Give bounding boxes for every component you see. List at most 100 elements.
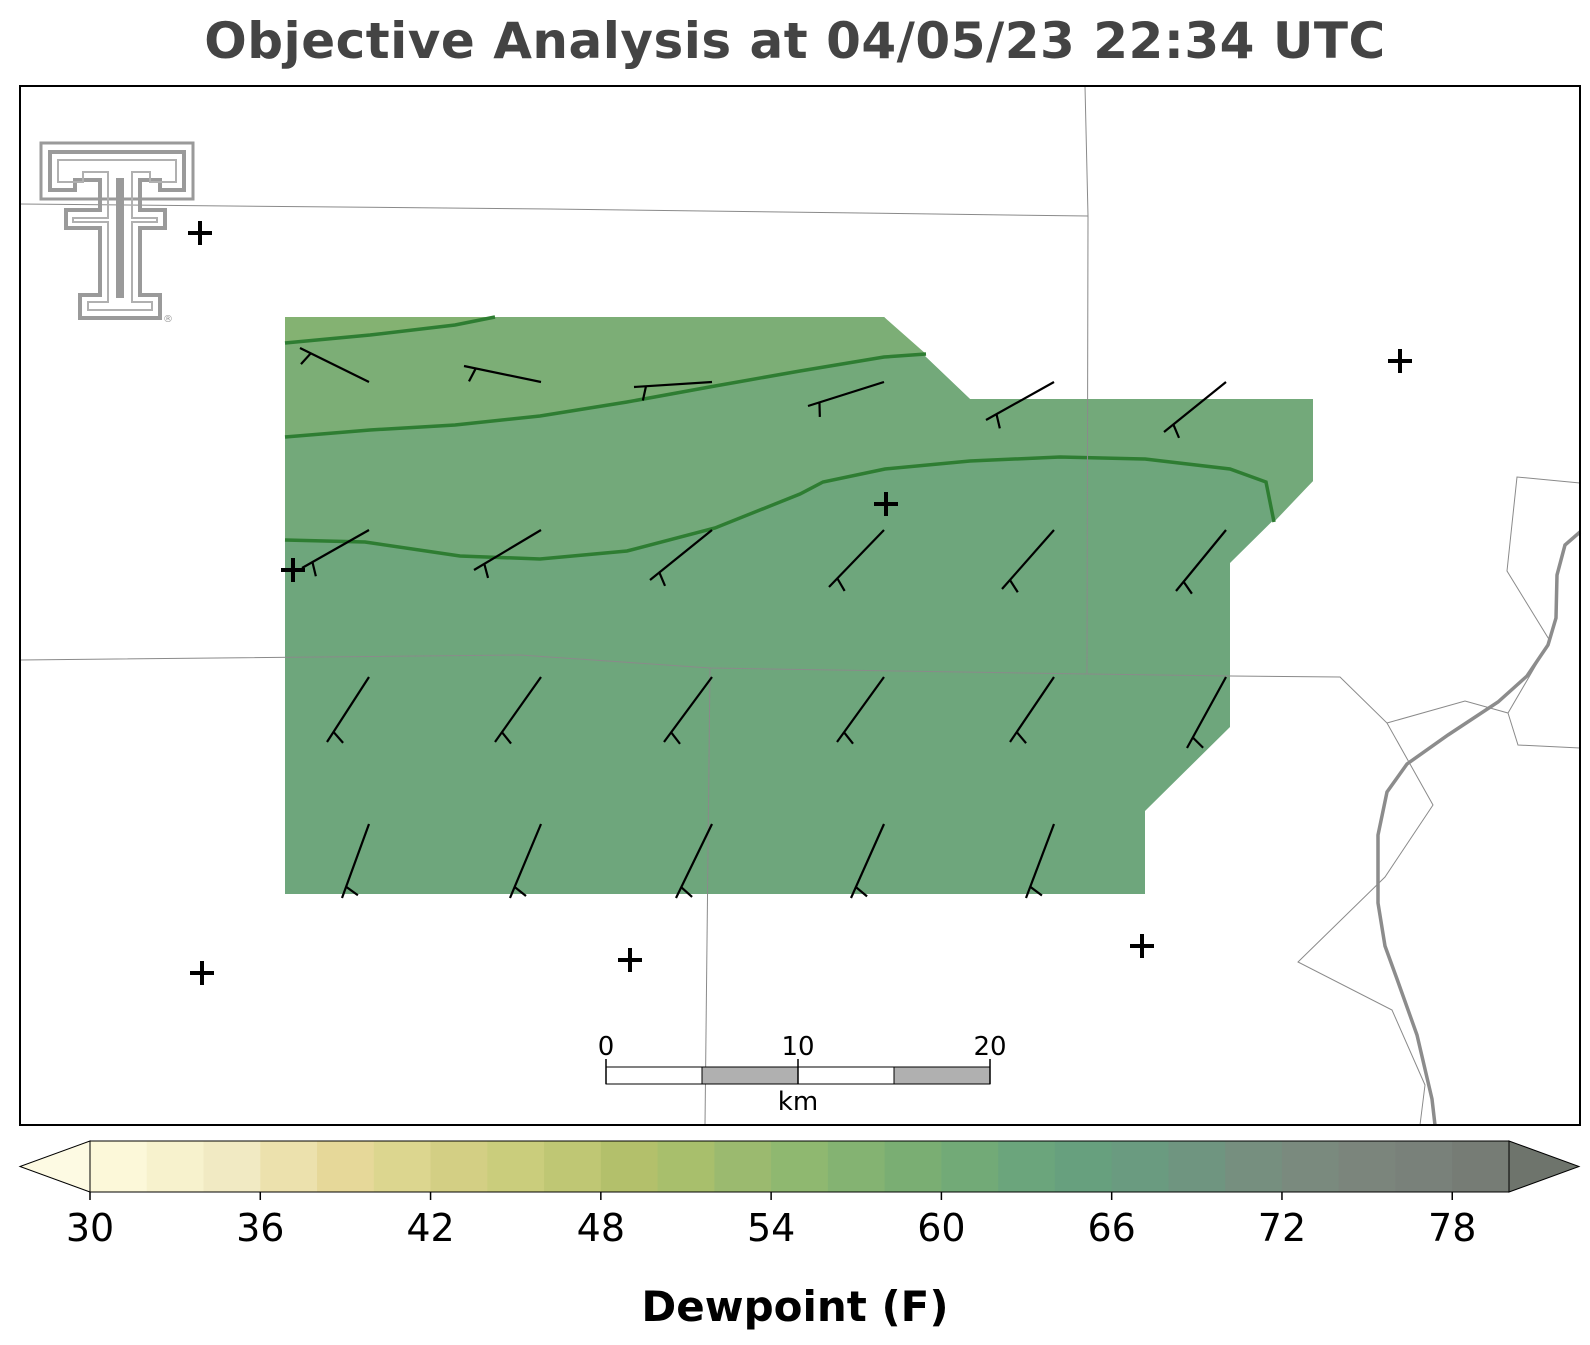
colorbar-tick-label: 78: [1428, 1206, 1476, 1250]
scale-bar: 0 10 20 km: [598, 1032, 1007, 1117]
wind-barb-shaft: [301, 529, 370, 569]
wind-barb-flag: [1192, 736, 1204, 749]
contour-line-upper: [284, 315, 496, 345]
wind-barb-shaft: [340, 823, 371, 899]
wind-barb-flag: [1182, 581, 1193, 595]
colorbar-cell: [1111, 1141, 1169, 1192]
wind-barb-shaft: [508, 823, 543, 899]
colorbar-cells: [90, 1141, 1510, 1192]
wind-barb-shaft: [326, 676, 370, 743]
plus-icon: [874, 492, 898, 516]
wind-barb-shaft: [1009, 676, 1055, 743]
plus-icon: [618, 948, 642, 972]
wind-barb-shaft: [1186, 676, 1227, 749]
texas-tech-logo: ®: [39, 141, 195, 325]
colorbar-cell: [884, 1141, 942, 1192]
wind-barb-shaft: [633, 380, 713, 389]
colorbar-cell: [373, 1141, 432, 1192]
colorbar-cell: [657, 1141, 715, 1192]
plus-icon: [1130, 934, 1154, 958]
colorbar-cell: [1395, 1141, 1453, 1192]
colorbar-cell: [1452, 1141, 1510, 1192]
wind-barb-flag: [468, 367, 477, 382]
scale-label-20: 20: [973, 1032, 1006, 1062]
colorbar-tick-label: 72: [1258, 1206, 1306, 1250]
colorbar-cell: [1338, 1141, 1396, 1192]
wind-barb-flag: [483, 563, 490, 579]
colorbar-cell: [827, 1141, 886, 1192]
colorbar-cell: [600, 1141, 659, 1192]
colorbar: 30 36 42 48 54 60 66 72 78: [18, 1140, 1581, 1250]
scale-segment: [605, 1066, 703, 1085]
wind-barb-flag: [311, 561, 317, 577]
plus-icon: [188, 221, 212, 245]
colorbar-under-arrow: [18, 1140, 91, 1193]
colorbar-cell: [544, 1141, 602, 1192]
colorbar-tick-label: 66: [1088, 1206, 1136, 1250]
scale-segment: [893, 1066, 991, 1085]
wind-barb-shaft: [675, 823, 713, 899]
colorbar-cell: [317, 1141, 375, 1192]
wind-barb-flag: [501, 731, 512, 745]
contour-line-lower: [284, 455, 1276, 561]
colorbar-tick-label: 30: [66, 1206, 114, 1250]
county-line: [1084, 85, 1089, 675]
plus-icon: [190, 961, 214, 985]
wind-barb-shaft: [663, 676, 713, 743]
colorbar-cell: [430, 1141, 488, 1192]
colorbar-label: Dewpoint (F): [641, 1282, 949, 1331]
colorbar-cell: [714, 1141, 772, 1192]
colorbar-tick-label: 54: [747, 1206, 795, 1250]
wind-barb-shaft: [649, 529, 713, 581]
wind-barb-flag: [1172, 424, 1181, 439]
wind-barb-flag: [1015, 731, 1027, 744]
colorbar-outline: [89, 1140, 1510, 1193]
dewpoint-field: [284, 315, 1313, 894]
scale-segment: [797, 1066, 895, 1085]
colorbar-cell: [1281, 1141, 1340, 1192]
wind-barb-shaft: [849, 823, 886, 899]
wind-barb-flag: [680, 886, 693, 898]
county-line: [704, 667, 711, 1126]
band-60-62: [285, 317, 926, 437]
scale-unit: km: [778, 1087, 818, 1117]
scale-label-10: 10: [781, 1032, 814, 1062]
contour-line-middle: [284, 352, 927, 439]
wind-barb-flag: [843, 731, 854, 745]
wind-barb-flag: [855, 886, 868, 898]
colorbar-over-arrow: [1508, 1140, 1581, 1193]
county-line: [1386, 476, 1581, 724]
colorbar-cell: [487, 1141, 545, 1192]
wind-barb-shaft: [836, 676, 885, 743]
plus-icon: [281, 558, 305, 582]
wind-barb-flag: [995, 413, 1001, 429]
wind-barb-shaft: [1024, 823, 1056, 899]
wind-barb-shaft: [494, 676, 542, 743]
wind-barb-shaft: [1163, 381, 1227, 433]
wind-barb-shaft: [1175, 529, 1227, 592]
wind-barb-shaft: [299, 347, 370, 383]
colorbar-cell: [203, 1141, 261, 1192]
wind-barb-flag: [1029, 885, 1043, 897]
scale-segment: [701, 1066, 799, 1085]
colorbar-tick-label: 36: [236, 1206, 284, 1250]
colorbar-cell: [1054, 1141, 1113, 1192]
colorbar-cell: [1168, 1141, 1226, 1192]
wind-barbs: [299, 347, 1227, 899]
wind-barb-shaft: [828, 529, 885, 588]
wind-barb-shaft: [985, 381, 1055, 421]
map-title: Objective Analysis at 04/05/23 22:34 UTC: [204, 12, 1386, 70]
colorbar-cell: [941, 1141, 999, 1192]
county-line: [1507, 712, 1581, 749]
wind-barb-flag: [658, 572, 667, 587]
wind-barb-shaft: [463, 364, 542, 384]
wind-barb-flag: [836, 577, 846, 592]
state-line: [1376, 530, 1582, 1126]
wind-barb-flag: [300, 352, 312, 365]
wind-barb-flag: [345, 885, 359, 897]
colorbar-tick-label: 42: [406, 1206, 454, 1250]
colorbar-cell: [90, 1141, 148, 1192]
plus-icon: [1388, 349, 1412, 373]
boundaries: [19, 85, 1581, 1126]
